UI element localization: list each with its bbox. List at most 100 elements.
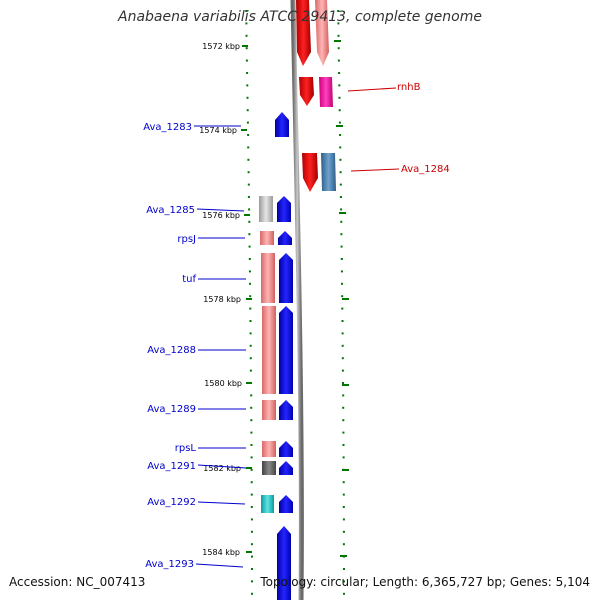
feature-ava-1291-grey[interactable] [262, 461, 276, 475]
ruler-dot [247, 183, 250, 186]
ruler-dot [250, 394, 253, 397]
ruler-dot [250, 468, 253, 471]
svg-text:Ava_1283: Ava_1283 [143, 122, 192, 133]
ruler-dot [338, 96, 341, 99]
ruler-dot [248, 208, 251, 211]
gene-label-ava-1283[interactable]: Ava_1283 [143, 122, 241, 133]
ruler-dot [342, 530, 345, 533]
feature-tuf[interactable] [279, 253, 293, 303]
gene-label-ava-1288[interactable]: Ava_1288 [147, 345, 246, 356]
feature-rpsL-pink[interactable] [262, 441, 276, 457]
feature-ava-1288-pink[interactable] [262, 306, 276, 394]
ruler-dot [342, 419, 345, 422]
feature-ava-1292[interactable] [279, 495, 293, 513]
ruler-dot [250, 481, 253, 484]
gene-label-ava-1292[interactable]: Ava_1292 [147, 497, 246, 508]
ruler-dot [340, 245, 343, 248]
svg-text:1578 kbp: 1578 kbp [203, 295, 241, 304]
gene-label-rpsJ[interactable]: rpsJ [177, 234, 245, 245]
ruler-dot [342, 382, 344, 384]
ruler-dot [340, 220, 343, 223]
feature-rpsJ[interactable] [278, 231, 292, 245]
ruler-dot [245, 59, 248, 62]
ruler-dot [246, 72, 249, 74]
ruler: 1572 kbp 1574 kbp 1576 kbp 1578 kbp 1580… [199, 42, 252, 557]
feature-top-red[interactable] [296, 0, 311, 66]
ruler-dot [339, 158, 342, 161]
feature-ava-1288[interactable] [279, 306, 293, 394]
svg-text:rpsJ: rpsJ [177, 234, 196, 245]
ruler-dot [246, 84, 249, 87]
ruler-dot [245, 10, 248, 12]
ruler-dot [342, 493, 345, 496]
ruler-dot [249, 307, 252, 310]
feature-ava-1285[interactable] [277, 196, 291, 222]
ruler-dot [248, 245, 251, 248]
gene-label-ava-1291[interactable]: Ava_1291 [147, 461, 247, 472]
ruler-dot [342, 444, 345, 446]
gene-label-tuf[interactable]: tuf [182, 274, 246, 285]
feature-ava-1289-pink[interactable] [262, 400, 276, 420]
ruler-tick: 1572 kbp [202, 42, 248, 51]
ruler-dot [251, 580, 253, 583]
svg-text:1584 kbp: 1584 kbp [202, 548, 240, 557]
ruler-dot [340, 270, 343, 273]
ruler-tick: 1578 kbp [203, 295, 252, 304]
feature-ava-1289[interactable] [279, 400, 293, 420]
ruler-dot [338, 84, 341, 87]
ruler-dot [339, 183, 342, 186]
ruler-dot [247, 196, 250, 198]
ruler-dot [250, 431, 253, 434]
feature-ava-1293[interactable] [277, 526, 291, 600]
ruler-dot [342, 481, 345, 484]
feature-rpsJ-pink[interactable] [260, 231, 274, 245]
gene-label-rnhB[interactable]: rnhB [347, 82, 421, 93]
ruler-dot [343, 580, 345, 583]
feature-ava-1292-cyan[interactable] [261, 495, 274, 513]
ruler-dot [247, 146, 250, 149]
ruler-dot [343, 568, 345, 570]
svg-text:Ava_1291: Ava_1291 [147, 461, 196, 472]
ruler-dot [340, 233, 343, 236]
gene-label-ava-1293[interactable]: Ava_1293 [145, 559, 244, 570]
gene-label-rpsL[interactable]: rpsL [175, 443, 246, 454]
genome-title: Anabaena variabilis ATCC 29413, complete… [118, 9, 482, 25]
ruler-dot [342, 456, 345, 459]
ruler-dot [340, 258, 343, 260]
svg-text:Ava_1288: Ava_1288 [147, 345, 196, 356]
feature-rpsL[interactable] [279, 441, 293, 457]
gene-label-ava-1289[interactable]: Ava_1289 [147, 404, 246, 415]
feature-ava-1285-grey[interactable] [259, 196, 273, 222]
svg-text:Ava_1293: Ava_1293 [145, 559, 194, 570]
feature-rnhB[interactable] [319, 77, 333, 107]
ruler-dot [250, 530, 253, 533]
feature-ava-1291[interactable] [279, 461, 293, 475]
ruler-tick: 1580 kbp [204, 379, 252, 388]
feature-ava-1283[interactable] [275, 112, 289, 137]
feature-ava-1284[interactable] [321, 153, 336, 191]
ruler-dot [250, 456, 253, 459]
svg-text:Ava_1289: Ava_1289 [147, 404, 196, 415]
feature-rnhB-red[interactable] [299, 77, 314, 106]
ruler-dot [249, 320, 252, 322]
ruler-dot [339, 134, 342, 136]
ruler-dot [338, 72, 341, 74]
ruler-dot [247, 171, 250, 174]
ruler-dot [250, 444, 253, 446]
ruler-dot [338, 109, 341, 112]
ruler-dot [341, 369, 344, 372]
gene-label-ava-1285[interactable]: Ava_1285 [146, 205, 245, 216]
ruler-dot [248, 233, 251, 236]
svg-text:1574 kbp: 1574 kbp [199, 126, 237, 135]
ruler-dot [246, 96, 249, 99]
feature-top-pink[interactable] [315, 0, 329, 66]
ruler-dot [341, 357, 344, 360]
ruler-dot [337, 22, 340, 25]
ruler-dot [340, 208, 343, 211]
feature-tuf-pink[interactable] [261, 253, 275, 303]
feature-ava-1284-red[interactable] [302, 153, 318, 192]
gene-label-ava-1284[interactable]: Ava_1284 [350, 164, 450, 175]
accession-text: Accession: NC_007413 [9, 575, 146, 589]
ruler-dot [247, 134, 250, 136]
ruler-dot [342, 431, 345, 434]
